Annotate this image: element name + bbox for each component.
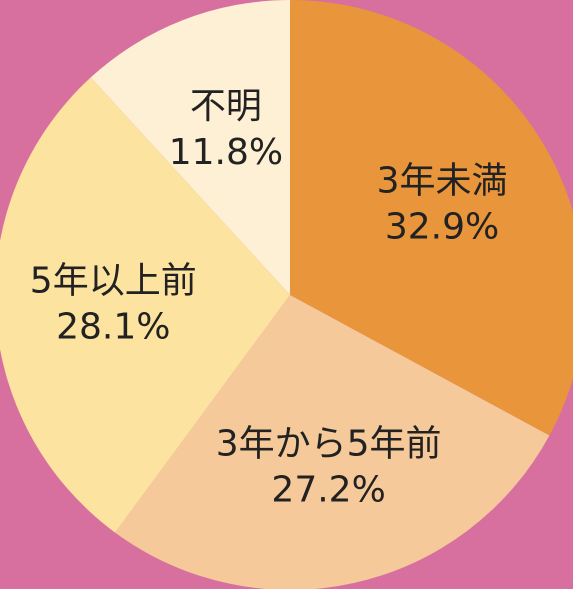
- value-label: 27.2%: [271, 470, 385, 511]
- slice-label: 3年未満: [377, 160, 508, 201]
- chart: 3年未満 32.9% 3年から5年前 27.2% 5年以上前 28.1% 不明 11.8%: [0, 0, 573, 589]
- value-label: 11.8%: [169, 132, 283, 173]
- slice-label: 不明: [190, 86, 262, 127]
- value-label: 32.9%: [385, 206, 499, 247]
- slice-label: 5年以上前: [30, 260, 197, 301]
- slice-label: 3年から5年前: [216, 424, 442, 465]
- value-label: 28.1%: [56, 306, 170, 347]
